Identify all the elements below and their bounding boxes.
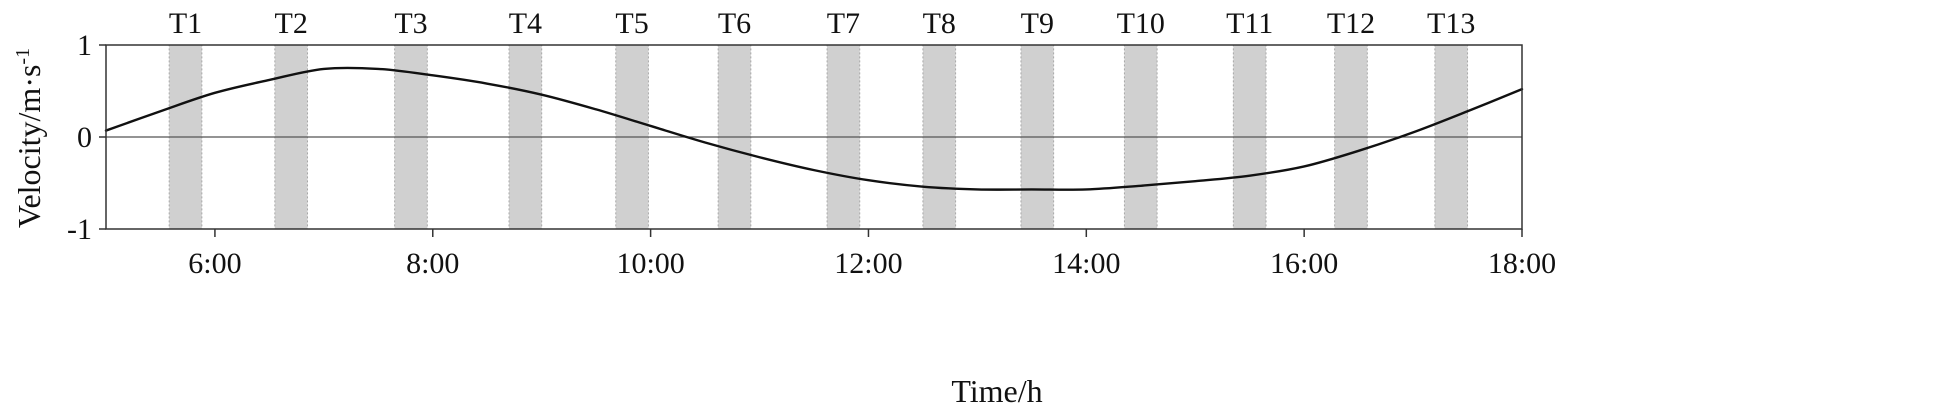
- series-group: [104, 66, 1524, 191]
- band-label-t10: T10: [1117, 7, 1165, 40]
- y-tick-label: -1: [67, 213, 92, 246]
- y-tick-label: 0: [77, 121, 92, 154]
- x-axis-title: Time/h: [951, 373, 1042, 409]
- band-labels: T1 T2 T3 T4 T5 T6 T7 T8 T9 T10 T11 T12 T13: [169, 7, 1476, 40]
- y-tick-label: 1: [77, 29, 92, 62]
- x-tick-label: 6:00: [188, 247, 241, 280]
- band-label-t13: T13: [1427, 7, 1475, 40]
- y-axis-title-main: Velocity/m·s: [11, 65, 47, 229]
- band-label-t7: T7: [827, 7, 860, 40]
- band-label-t1: T1: [169, 7, 202, 40]
- band-label-t4: T4: [509, 7, 542, 40]
- band-label-t6: T6: [718, 7, 751, 40]
- y-axis-ticks: 1 0 -1: [67, 29, 106, 246]
- x-tick-label: 12:00: [834, 247, 902, 280]
- x-tick-label: 10:00: [616, 247, 684, 280]
- x-tick-label: 8:00: [406, 247, 459, 280]
- series-line-0: [104, 66, 1524, 191]
- band-label-t3: T3: [394, 7, 427, 40]
- x-tick-label: 18:00: [1488, 247, 1556, 280]
- x-tick-label: 14:00: [1052, 247, 1120, 280]
- band-label-t5: T5: [615, 7, 648, 40]
- band-label-t2: T2: [275, 7, 308, 40]
- y-axis-title-superscript: -1: [12, 48, 34, 65]
- x-axis-ticks: 6:00 8:00 10:00 12:00 14:00 16:00 18:00: [188, 229, 1556, 280]
- band-label-t12: T12: [1327, 7, 1375, 40]
- band-label-t8: T8: [923, 7, 956, 40]
- band-label-t9: T9: [1021, 7, 1054, 40]
- band-label-t11: T11: [1226, 7, 1273, 40]
- x-tick-label: 16:00: [1270, 247, 1338, 280]
- y-axis-title: Velocity/m·s-1: [11, 48, 47, 228]
